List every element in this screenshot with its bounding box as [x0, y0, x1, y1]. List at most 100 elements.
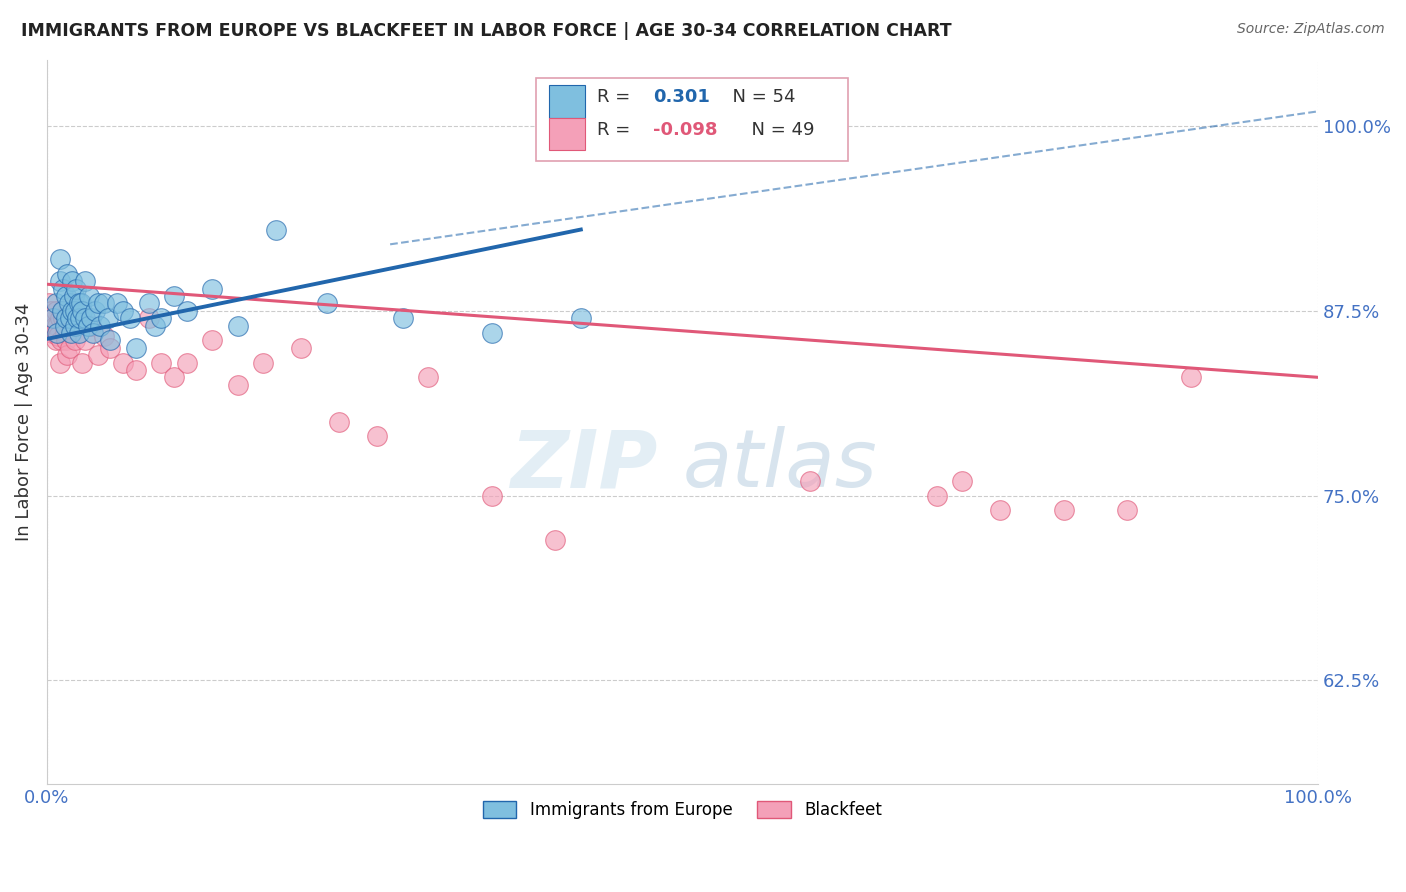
- Point: [1116, 503, 1139, 517]
- Point: [138, 311, 160, 326]
- Point: [55, 311, 77, 326]
- Point: [105, 296, 128, 310]
- Point: [392, 311, 415, 326]
- Point: [163, 289, 186, 303]
- Point: [73, 334, 96, 348]
- Point: [63, 303, 86, 318]
- Text: R =: R =: [598, 88, 643, 106]
- Point: [315, 296, 337, 310]
- Point: [46, 318, 69, 333]
- Point: [63, 334, 86, 348]
- Point: [112, 303, 135, 318]
- Point: [950, 474, 973, 488]
- Point: [56, 267, 79, 281]
- Legend: Immigrants from Europe, Blackfeet: Immigrants from Europe, Blackfeet: [477, 795, 889, 826]
- Text: R =: R =: [598, 120, 643, 139]
- Point: [125, 363, 148, 377]
- Point: [138, 296, 160, 310]
- Text: ZIP: ZIP: [510, 426, 657, 504]
- Point: [925, 489, 948, 503]
- Point: [176, 355, 198, 369]
- Point: [65, 282, 87, 296]
- Point: [569, 311, 592, 326]
- Point: [41, 326, 63, 340]
- Point: [328, 415, 350, 429]
- Point: [60, 296, 83, 310]
- Point: [226, 377, 249, 392]
- Point: [264, 222, 287, 236]
- Point: [66, 311, 89, 326]
- Point: [80, 318, 103, 333]
- Text: IMMIGRANTS FROM EUROPE VS BLACKFEET IN LABOR FORCE | AGE 30-34 CORRELATION CHART: IMMIGRANTS FROM EUROPE VS BLACKFEET IN L…: [21, 22, 952, 40]
- Point: [201, 282, 224, 296]
- Text: atlas: atlas: [682, 426, 877, 504]
- Point: [118, 311, 141, 326]
- Point: [93, 329, 115, 343]
- Point: [56, 348, 79, 362]
- Point: [112, 355, 135, 369]
- Point: [58, 296, 80, 310]
- Point: [72, 303, 94, 318]
- Text: N = 49: N = 49: [740, 120, 814, 139]
- Point: [48, 274, 70, 288]
- Point: [55, 334, 77, 348]
- Point: [53, 318, 76, 333]
- Point: [366, 429, 388, 443]
- Point: [52, 311, 75, 326]
- Point: [988, 503, 1011, 517]
- Point: [49, 334, 72, 348]
- Point: [55, 289, 77, 303]
- Point: [163, 370, 186, 384]
- Text: Source: ZipAtlas.com: Source: ZipAtlas.com: [1237, 22, 1385, 37]
- Point: [38, 296, 60, 310]
- Point: [59, 311, 82, 326]
- Point: [42, 311, 65, 326]
- Point: [62, 289, 84, 303]
- Point: [150, 311, 173, 326]
- Point: [60, 326, 83, 340]
- FancyBboxPatch shape: [536, 78, 848, 161]
- Point: [70, 296, 93, 310]
- Point: [72, 355, 94, 369]
- Point: [51, 303, 73, 318]
- FancyBboxPatch shape: [548, 85, 585, 118]
- Point: [73, 311, 96, 326]
- Point: [51, 303, 73, 318]
- Point: [76, 318, 98, 333]
- Point: [93, 296, 115, 310]
- Point: [97, 311, 120, 326]
- Y-axis label: In Labor Force | Age 30-34: In Labor Force | Age 30-34: [15, 302, 32, 541]
- Point: [150, 355, 173, 369]
- Point: [77, 289, 100, 303]
- Point: [481, 489, 503, 503]
- Point: [45, 334, 67, 348]
- Point: [67, 311, 90, 326]
- Point: [125, 341, 148, 355]
- FancyBboxPatch shape: [548, 118, 585, 150]
- Point: [59, 341, 82, 355]
- Point: [60, 274, 83, 288]
- Point: [46, 329, 69, 343]
- Text: N = 54: N = 54: [721, 88, 796, 106]
- Point: [89, 318, 111, 333]
- Point: [481, 326, 503, 340]
- Point: [53, 326, 76, 340]
- Text: 0.301: 0.301: [654, 88, 710, 106]
- Point: [80, 311, 103, 326]
- Point: [82, 326, 104, 340]
- Point: [48, 252, 70, 266]
- Text: -0.098: -0.098: [654, 120, 718, 139]
- Point: [48, 311, 70, 326]
- Point: [42, 311, 65, 326]
- Point: [52, 282, 75, 296]
- Point: [201, 334, 224, 348]
- Point: [69, 311, 91, 326]
- Point: [67, 296, 90, 310]
- Point: [418, 370, 440, 384]
- Point: [1053, 503, 1076, 517]
- Point: [252, 355, 274, 369]
- Point: [176, 303, 198, 318]
- Point: [45, 303, 67, 318]
- Point: [44, 318, 66, 333]
- Point: [60, 303, 83, 318]
